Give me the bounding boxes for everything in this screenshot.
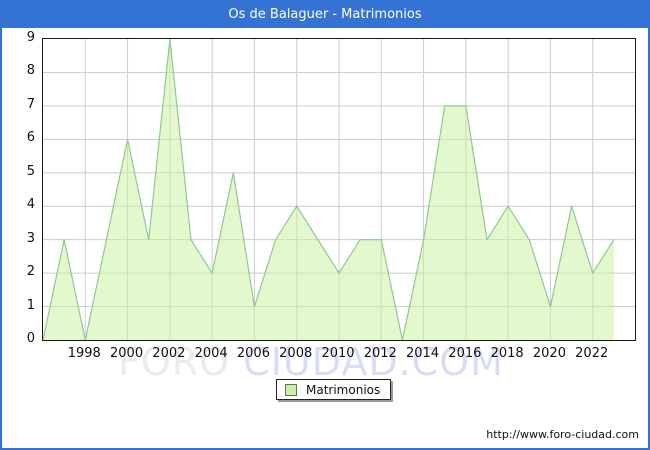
legend: Matrimonios bbox=[276, 379, 392, 400]
x-tick-label: 2012 bbox=[363, 346, 397, 361]
legend-label: Matrimonios bbox=[306, 382, 381, 397]
x-tick-label: 2014 bbox=[406, 346, 440, 361]
x-tick-label: 2018 bbox=[490, 346, 524, 361]
y-tick-label: 2 bbox=[26, 264, 35, 280]
x-tick-label: 2000 bbox=[110, 346, 144, 361]
y-tick-label: 8 bbox=[26, 63, 35, 79]
y-tick-label: 6 bbox=[26, 130, 35, 146]
y-tick-label: 5 bbox=[26, 163, 35, 179]
series-area-fill bbox=[43, 39, 614, 340]
x-tick-label: 2016 bbox=[448, 346, 482, 361]
legend-swatch-icon bbox=[285, 383, 297, 396]
y-tick-label: 7 bbox=[26, 96, 35, 112]
page-title: Os de Balaguer - Matrimonios bbox=[228, 7, 422, 22]
watermark-part2: CIUDAD.COM bbox=[243, 340, 504, 384]
y-tick-label: 1 bbox=[26, 297, 35, 313]
series-line bbox=[43, 39, 615, 340]
y-tick-label: 3 bbox=[26, 230, 35, 246]
x-tick-label: 2010 bbox=[321, 346, 355, 361]
area-chart bbox=[43, 39, 635, 340]
x-tick-label: 2020 bbox=[532, 346, 566, 361]
x-tick-label: 2004 bbox=[194, 346, 228, 361]
x-tick-label: 2008 bbox=[279, 346, 313, 361]
watermark-part1: FORO bbox=[118, 340, 244, 384]
y-tick-label: 4 bbox=[26, 197, 35, 213]
y-tick-label: 9 bbox=[26, 30, 35, 45]
x-tick-label: 2022 bbox=[575, 346, 609, 361]
x-tick-label: 2002 bbox=[152, 346, 186, 361]
title-bar: Os de Balaguer - Matrimonios bbox=[2, 2, 648, 28]
x-tick-label: 2006 bbox=[236, 346, 270, 361]
x-tick-label: 1998 bbox=[67, 346, 101, 361]
plot-area bbox=[42, 38, 636, 341]
watermark: FORO CIUDAD.COM bbox=[118, 340, 504, 384]
footer-url: http://www.foro-ciudad.com bbox=[486, 428, 639, 441]
y-tick-label: 0 bbox=[26, 331, 35, 346]
